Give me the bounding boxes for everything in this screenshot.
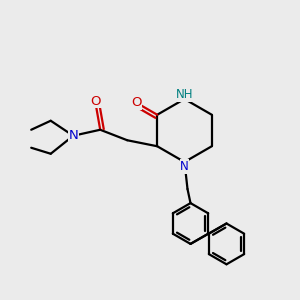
Text: O: O — [91, 95, 101, 108]
Text: N: N — [180, 160, 189, 173]
Text: NH: NH — [176, 88, 193, 101]
Text: O: O — [131, 96, 142, 109]
Text: N: N — [68, 129, 78, 142]
